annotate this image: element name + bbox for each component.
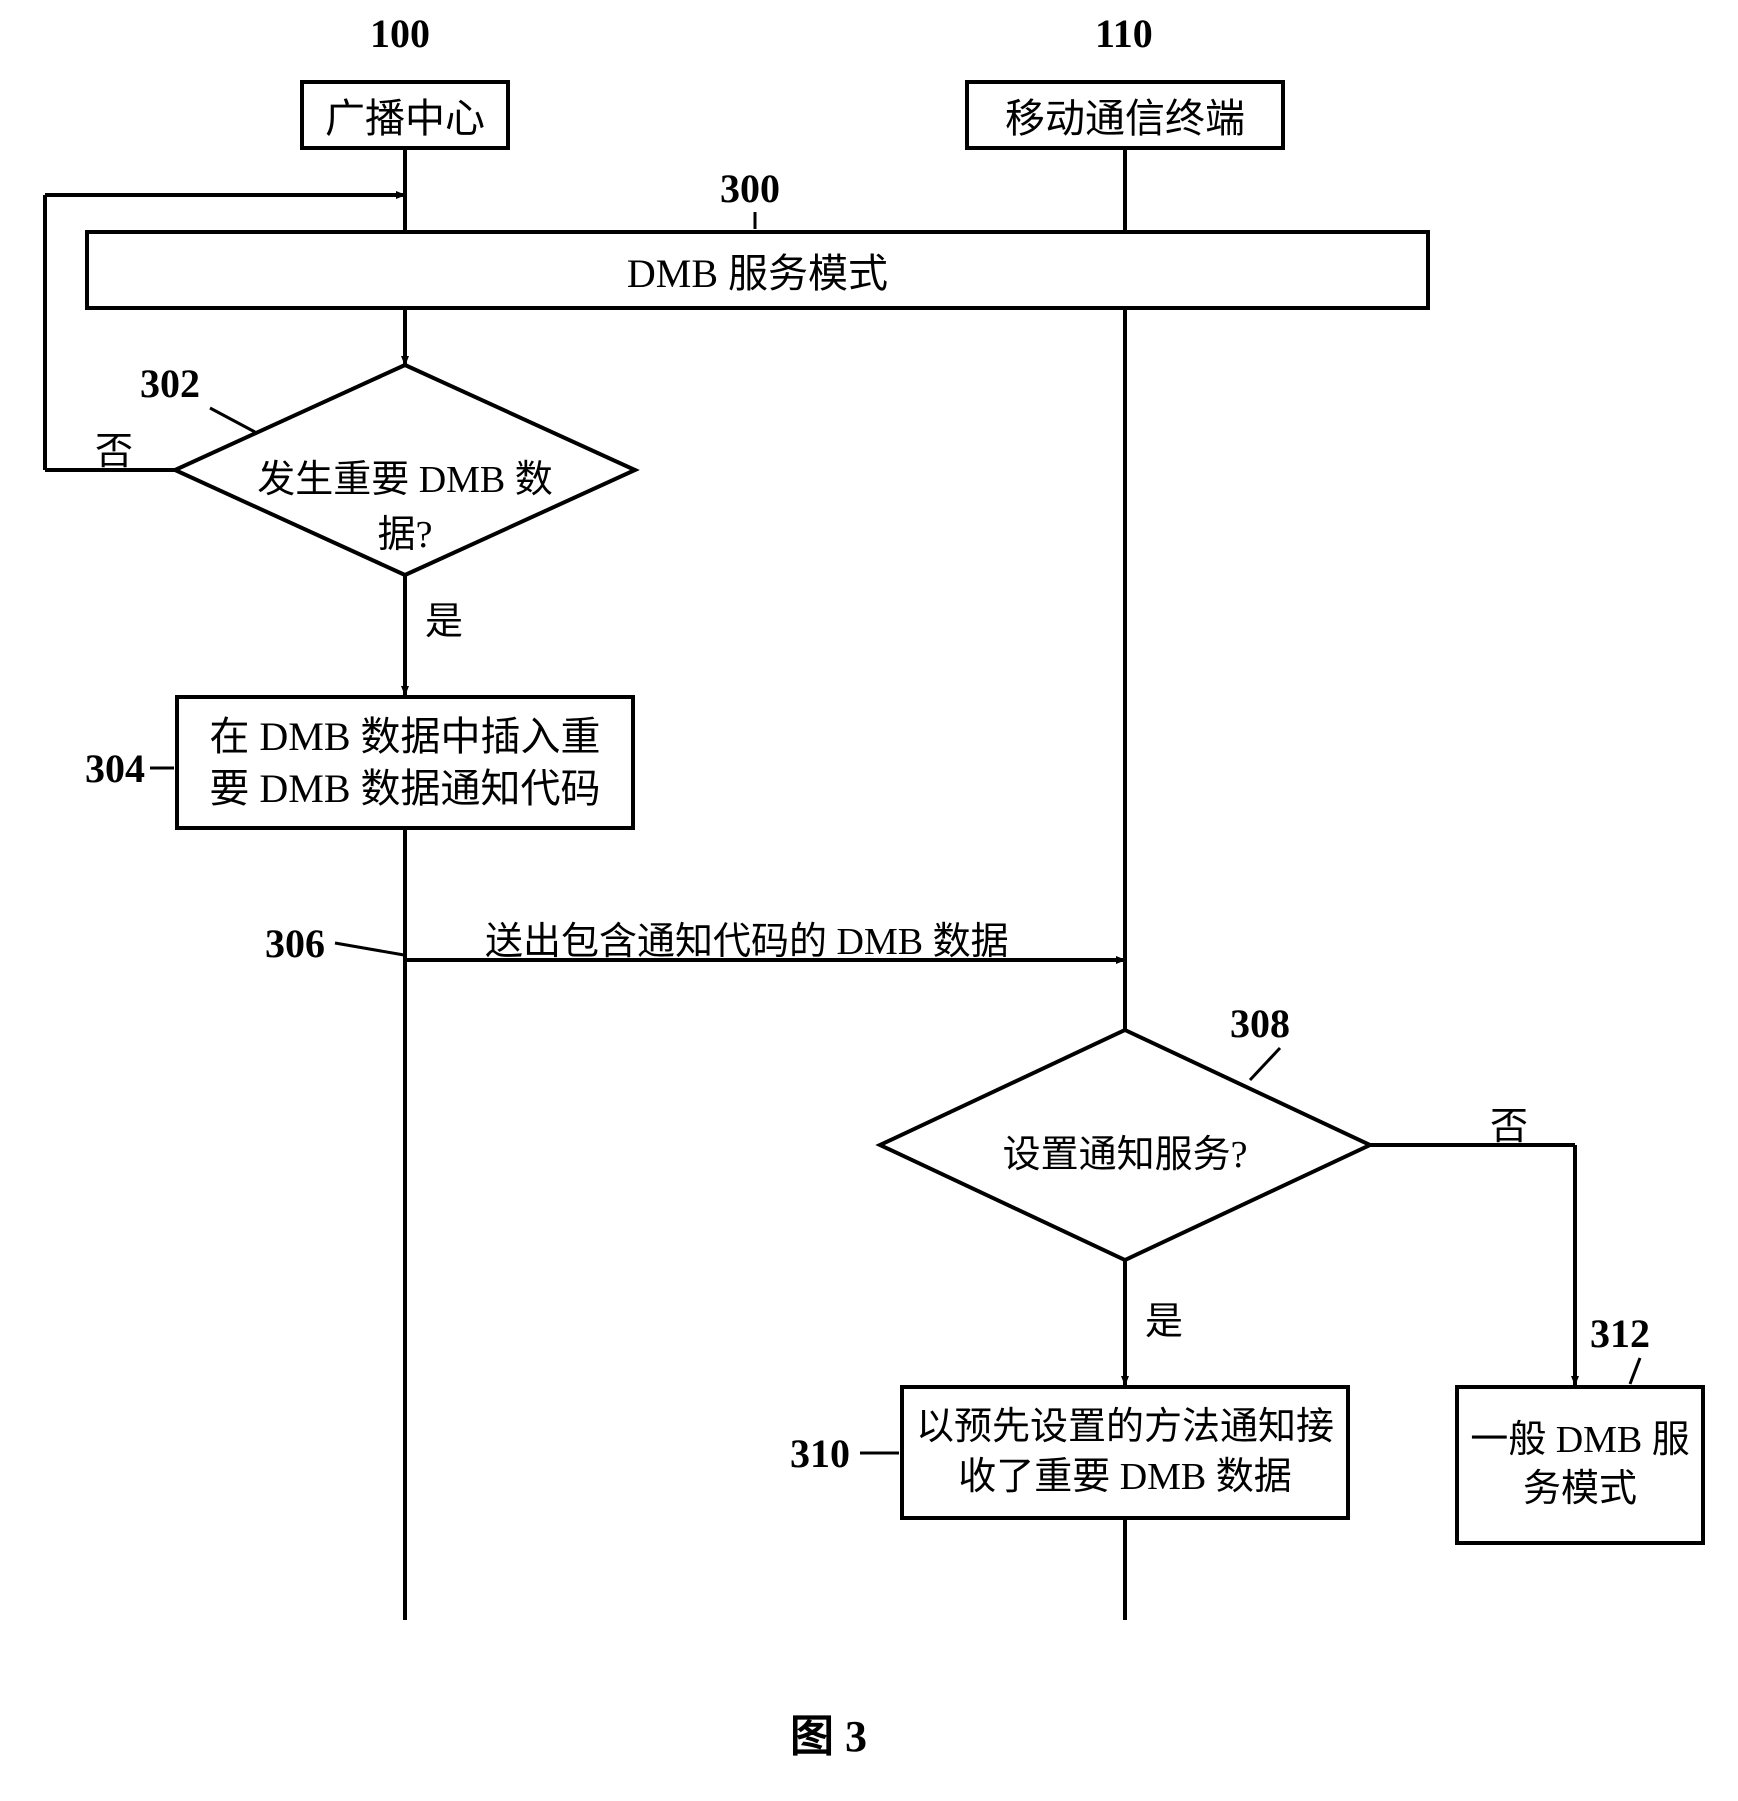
ref-310: 310 <box>790 1430 850 1477</box>
diamond-important-data-text: 发生重要 DMB 数据? <box>235 448 575 558</box>
diamond-notification-service-text: 设置通知服务? <box>955 1123 1295 1178</box>
edge-yes-right: 是 <box>1145 1290 1183 1345</box>
box-insert-code-label: 在 DMB 数据中插入重 要 DMB 数据通知代码 <box>209 711 600 815</box>
box-broadcast-center: 广播中心 <box>300 80 510 150</box>
box-general-mode: 一般 DMB 服 务模式 <box>1455 1385 1705 1545</box>
diagram-canvas: 100 110 300 302 304 306 308 310 312 广播中心… <box>0 0 1738 1801</box>
ref-300: 300 <box>720 165 780 212</box>
box-mobile-terminal: 移动通信终端 <box>965 80 1285 150</box>
box-dmb-service-mode: DMB 服务模式 <box>85 230 1430 310</box>
box-insert-code: 在 DMB 数据中插入重 要 DMB 数据通知代码 <box>175 695 635 830</box>
edge-yes-left: 是 <box>425 590 463 645</box>
box-notify-preset-label: 以预先设置的方法通知接 收了重要 DMB 数据 <box>916 1403 1334 1502</box>
figure-label: 图 3 <box>790 1700 867 1764</box>
box-general-mode-label: 一般 DMB 服 务模式 <box>1470 1416 1690 1515</box>
diamond-notification-service-label: 设置通知服务? <box>1003 1134 1248 1176</box>
ref-312: 312 <box>1590 1310 1650 1357</box>
box-notify-preset: 以预先设置的方法通知接 收了重要 DMB 数据 <box>900 1385 1350 1520</box>
edge-no-right: 否 <box>1490 1095 1528 1150</box>
edge-no-left: 否 <box>95 420 133 475</box>
ref-302: 302 <box>140 360 200 407</box>
edge-send-data: 送出包含通知代码的 DMB 数据 <box>485 910 1009 965</box>
ref-304: 304 <box>85 745 145 792</box>
box-mobile-terminal-label: 移动通信终端 <box>1005 86 1245 144</box>
ref-100: 100 <box>370 10 430 57</box>
ref-110: 110 <box>1095 10 1153 57</box>
box-dmb-service-mode-label: DMB 服务模式 <box>627 241 888 299</box>
diamond-important-data-label: 发生重要 DMB 数据? <box>257 459 553 556</box>
box-broadcast-center-label: 广播中心 <box>325 86 485 144</box>
ref-306: 306 <box>265 920 325 967</box>
ref-308: 308 <box>1230 1000 1290 1047</box>
